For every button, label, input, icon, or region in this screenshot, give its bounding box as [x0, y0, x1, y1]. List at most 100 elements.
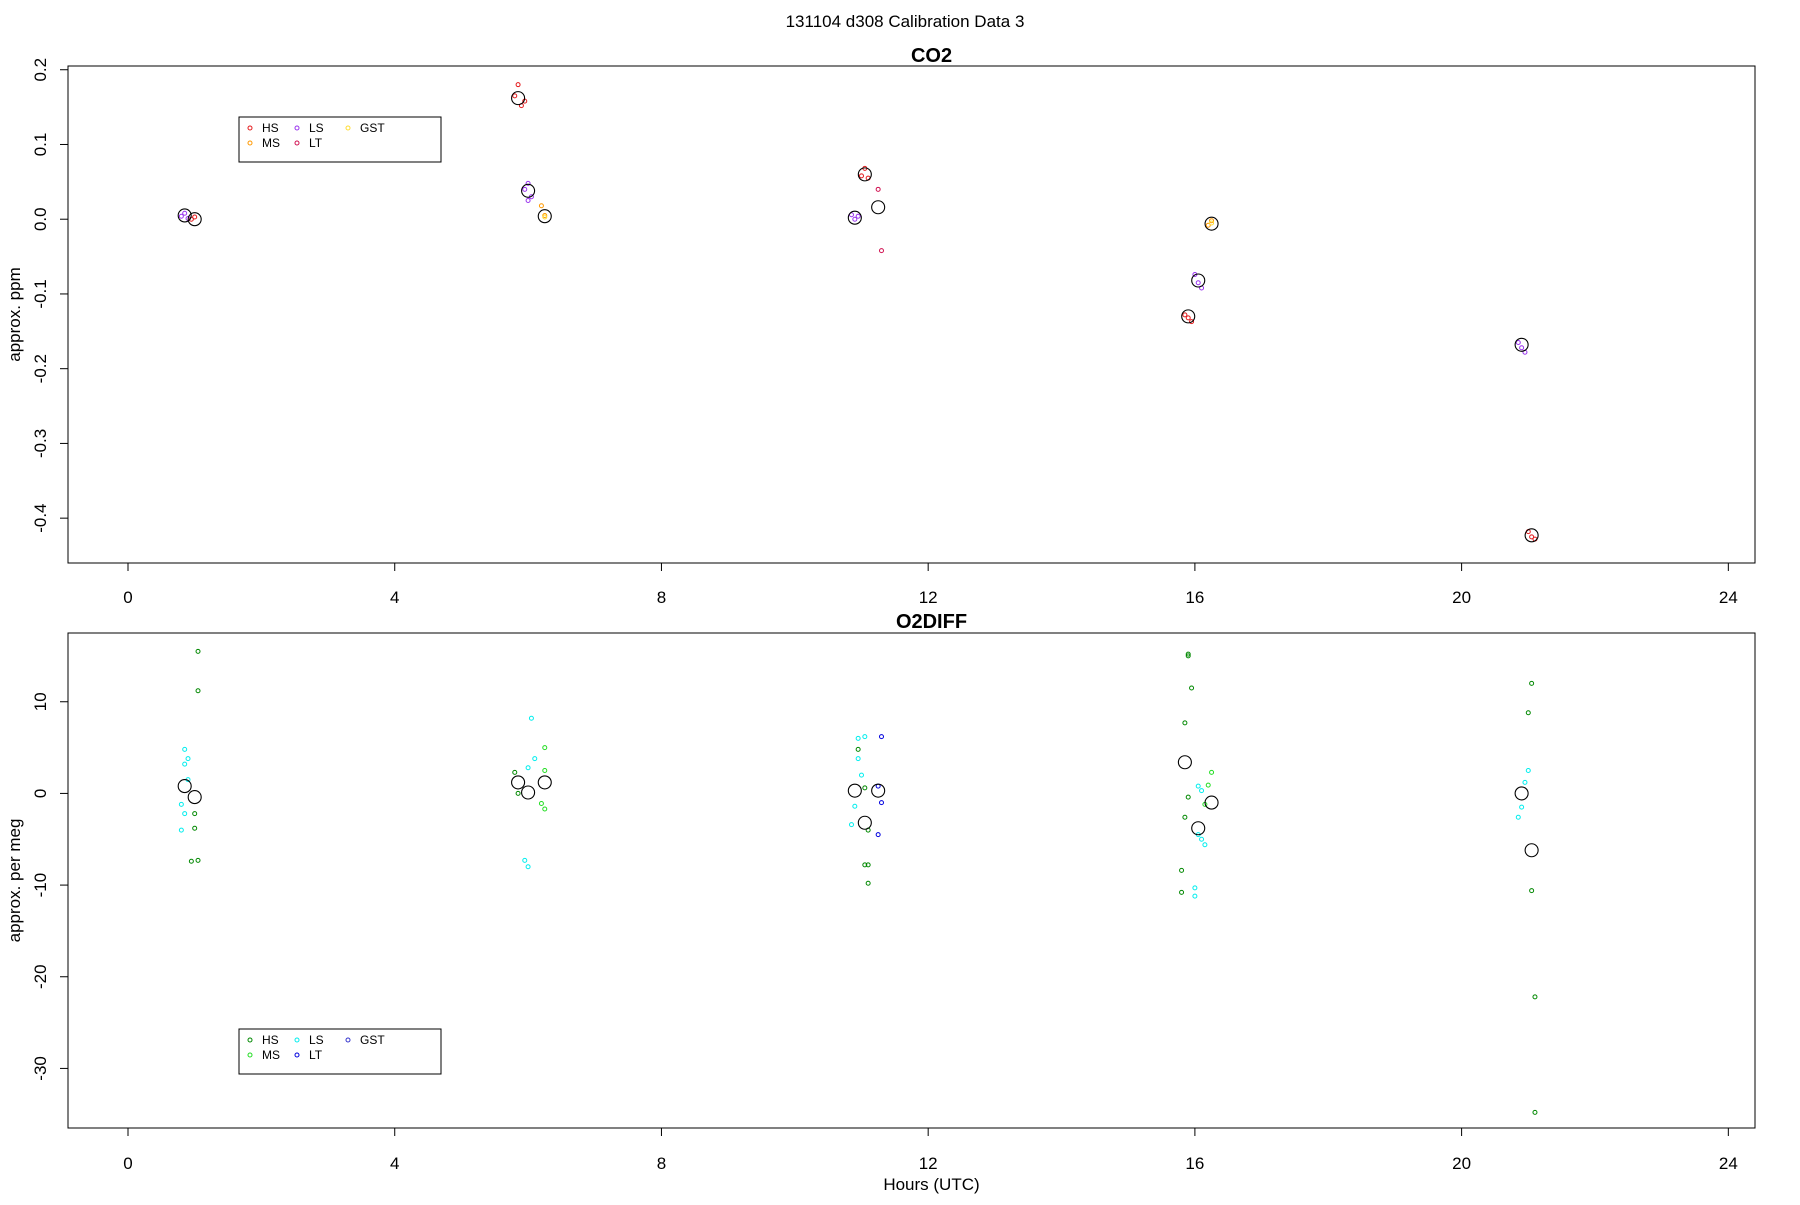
data-point — [1514, 786, 1529, 801]
panel-title: CO2 — [911, 45, 952, 67]
legend-label: GST — [360, 121, 385, 135]
data-point — [1179, 867, 1185, 873]
data-point — [1532, 994, 1538, 1000]
legend-marker — [294, 125, 300, 131]
data-point — [1181, 309, 1196, 324]
series-lt — [875, 186, 884, 254]
data-point — [515, 790, 521, 796]
data-point — [185, 756, 191, 762]
series-mean — [177, 755, 1539, 858]
data-point — [847, 210, 862, 225]
y-tick-label: -0.1 — [31, 279, 50, 308]
data-point — [182, 210, 188, 216]
data-point — [1182, 814, 1188, 820]
data-point — [1529, 534, 1535, 540]
data-point — [192, 811, 198, 817]
x-tick-label: 24 — [1719, 588, 1738, 607]
x-tick-label: 20 — [1452, 588, 1471, 607]
data-point — [1519, 804, 1525, 810]
data-point — [1189, 685, 1195, 691]
data-point — [875, 186, 881, 192]
data-point — [522, 186, 528, 192]
x-tick-label: 20 — [1452, 1154, 1471, 1173]
x-tick-label: 4 — [390, 588, 399, 607]
legend-marker — [294, 1052, 300, 1058]
data-point — [187, 212, 202, 227]
data-point — [855, 735, 861, 741]
data-point — [878, 734, 884, 740]
data-point — [532, 756, 538, 762]
data-point — [1195, 783, 1201, 789]
data-point — [1202, 842, 1208, 848]
data-point — [871, 200, 886, 215]
data-point — [195, 648, 201, 654]
data-point — [525, 198, 531, 204]
data-point — [178, 801, 184, 807]
figure-title: 131104 d308 Calibration Data 3 — [786, 12, 1025, 31]
data-point — [858, 772, 864, 778]
data-point — [1199, 788, 1205, 794]
data-point — [1191, 821, 1206, 836]
data-point — [521, 785, 536, 800]
y-tick-label: -0.3 — [31, 429, 50, 458]
x-tick-label: 4 — [390, 1154, 399, 1173]
data-point — [1519, 345, 1525, 351]
y-axis: 10 0 -10 -20 -30 — [31, 692, 68, 1081]
data-point — [177, 779, 192, 794]
data-point — [195, 688, 201, 694]
data-point — [1179, 889, 1185, 895]
data-point — [512, 769, 518, 775]
legend-label: LS — [309, 121, 324, 135]
y-tick-label: 0.2 — [31, 58, 50, 82]
data-point — [1209, 220, 1215, 226]
data-point — [865, 862, 871, 868]
data-point — [192, 825, 198, 831]
y-tick-label: -20 — [31, 964, 50, 989]
data-point — [862, 734, 868, 740]
data-point — [871, 783, 886, 798]
data-point — [182, 811, 188, 817]
data-point — [1192, 893, 1198, 899]
data-point — [1185, 315, 1191, 321]
legend-marker — [247, 1037, 253, 1043]
y-tick-label: -10 — [31, 873, 50, 898]
data-point — [525, 864, 531, 870]
data-point — [542, 768, 548, 773]
data-point — [1182, 312, 1188, 318]
data-point — [512, 93, 518, 99]
x-axis: 0 4 8 12 16 20 24 — [123, 1127, 1738, 1173]
data-point — [865, 880, 871, 886]
y-tick-label: -0.2 — [31, 354, 50, 383]
data-point — [511, 775, 526, 790]
data-point — [525, 180, 531, 186]
data-point — [852, 803, 858, 809]
data-point — [857, 815, 872, 830]
series-ms — [538, 203, 1215, 228]
data-point — [855, 213, 861, 219]
data-point — [1182, 720, 1188, 726]
data-point — [1185, 651, 1191, 657]
data-point — [525, 765, 531, 771]
data-point — [1532, 1109, 1538, 1115]
data-point — [878, 800, 884, 806]
data-point — [857, 167, 872, 182]
data-point — [1209, 218, 1215, 224]
data-point — [521, 183, 536, 198]
legend-label: LT — [309, 1048, 323, 1062]
y-tick-label: 0 — [31, 789, 50, 798]
data-point — [178, 827, 184, 833]
series-gst — [542, 214, 1215, 226]
data-point — [195, 857, 201, 863]
data-point — [188, 858, 194, 864]
data-point — [855, 756, 861, 762]
data-point — [862, 862, 868, 868]
x-tick-label: 12 — [919, 1154, 938, 1173]
data-point — [1195, 280, 1201, 286]
series-hs — [188, 648, 1538, 1115]
y-tick-label: 0.1 — [31, 133, 50, 157]
legend-marker — [247, 140, 253, 146]
data-point — [1515, 340, 1521, 346]
